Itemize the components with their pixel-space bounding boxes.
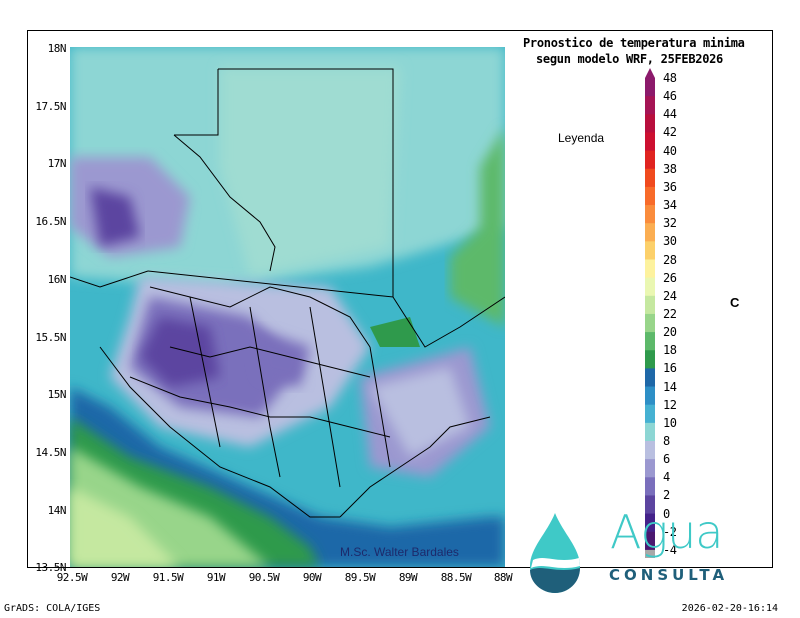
- lon-tick-label: 89W: [398, 571, 418, 584]
- colorbar-swatch: [645, 477, 655, 496]
- colorbar-swatch: [645, 422, 655, 442]
- author-credit: M.Sc. Walter Bardales: [340, 545, 459, 559]
- lat-tick-label: 14N: [47, 504, 67, 517]
- colorbar-tick-label: 40: [663, 143, 677, 158]
- plot-frame: [27, 30, 773, 568]
- colorbar-tick-label: 4: [663, 470, 670, 485]
- colorbar-tick-label: 8: [663, 434, 670, 448]
- lon-tick-label: 90.5W: [248, 571, 280, 584]
- colorbar-swatch: [645, 78, 655, 97]
- lat-tick-label: 14.5N: [35, 446, 66, 459]
- lon-tick-label: 88W: [493, 571, 513, 584]
- colorbar-tick-label: 48: [663, 71, 677, 85]
- logo-subtitle: CONSULTA: [609, 566, 729, 584]
- colorbar-swatch: [645, 513, 655, 533]
- colorbar: [645, 68, 655, 558]
- colorbar-tick-label: 30: [663, 234, 677, 249]
- colorbar-swatch: [645, 186, 655, 206]
- colorbar-swatch: [645, 459, 655, 478]
- colorbar-swatch: [645, 241, 655, 260]
- lat-tick-label: 16N: [47, 273, 67, 286]
- lat-tick-label: 15N: [47, 388, 67, 401]
- colorbar-tick-label: 14: [663, 379, 677, 394]
- lat-tick-label: 13.5N: [35, 561, 66, 574]
- colorbar-tick-label: 10: [663, 415, 677, 430]
- chart-title: Pronostico de temperatura minima: [523, 36, 745, 50]
- logo-wordmark: Agua: [610, 505, 723, 559]
- colorbar-swatch: [645, 332, 655, 351]
- colorbar-tick-label: 44: [663, 107, 677, 122]
- lat-tick-label: 18N: [47, 42, 67, 55]
- colorbar-tick-label: 46: [663, 89, 677, 104]
- colorbar-swatch: [645, 259, 655, 279]
- lat-tick-label: 16.5N: [35, 215, 66, 228]
- unit-label: C: [730, 295, 740, 310]
- colorbar-tick-label: 24: [663, 288, 677, 303]
- colorbar-tick-label: -2: [663, 524, 677, 539]
- lon-tick-label: 88.5W: [440, 571, 472, 584]
- lat-tick-label: 15.5N: [35, 331, 66, 344]
- colorbar-swatch: [645, 368, 655, 388]
- lon-tick-label: 89.5W: [344, 571, 376, 584]
- colorbar-swatch: [645, 386, 655, 406]
- colorbar-swatch: [645, 295, 655, 315]
- colorbar-tick-label: 22: [663, 306, 677, 321]
- lat-tick-label: 17.5N: [35, 100, 66, 113]
- colorbar-tick-label: 20: [663, 325, 677, 340]
- colorbar-tick-label: 18: [663, 343, 677, 358]
- colorbar-tick-label: 36: [663, 179, 677, 194]
- footer-right: 2026-02-20-16:14: [681, 603, 778, 614]
- colorbar-tick-label: 16: [663, 361, 677, 376]
- lon-tick-label: 91.5W: [152, 571, 184, 584]
- colorbar-swatch: [645, 277, 655, 297]
- colorbar-tick-label: 28: [663, 252, 677, 267]
- colorbar-swatch: [645, 114, 655, 133]
- colorbar-tick-label: 0: [663, 506, 670, 521]
- colorbar-swatch: [645, 313, 655, 333]
- colorbar-swatch: [645, 404, 655, 424]
- logo-drop-icon: [530, 513, 580, 593]
- colorbar-swatch: [645, 549, 655, 558]
- legend-label: Leyenda: [558, 131, 605, 145]
- colorbar-tick-label: 32: [663, 216, 677, 231]
- colorbar-swatch: [645, 96, 655, 115]
- colorbar-tick-label: 42: [663, 125, 677, 140]
- colorbar-swatch: [645, 223, 655, 242]
- lon-tick-label: 92.5W: [56, 571, 88, 584]
- colorbar-tick-label: 34: [663, 198, 677, 213]
- chart-subtitle: segun modelo WRF, 25FEB2026: [536, 52, 723, 66]
- colorbar-tick-label: -4: [663, 542, 677, 557]
- lon-tick-label: 91W: [206, 571, 226, 584]
- footer-left: GrADS: COLA/IGES: [4, 603, 101, 614]
- lon-tick-label: 92W: [110, 571, 130, 584]
- colorbar-swatch: [645, 531, 655, 551]
- colorbar-swatch: [645, 132, 655, 152]
- colorbar-max-arrow: [645, 68, 655, 78]
- colorbar-tick-label: 6: [663, 452, 670, 467]
- colorbar-swatch: [645, 168, 655, 188]
- colorbar-swatch: [645, 495, 655, 515]
- colorbar-tick-label: 38: [663, 161, 677, 176]
- temperature-map: [70, 47, 505, 567]
- colorbar-swatch: [645, 441, 655, 460]
- colorbar-tick-label: 12: [663, 397, 677, 412]
- colorbar-swatch: [645, 205, 655, 224]
- colorbar-swatch: [645, 150, 655, 170]
- lat-tick-label: 17N: [47, 157, 67, 170]
- colorbar-tick-label: 26: [663, 270, 677, 285]
- colorbar-tick-label: 2: [663, 488, 670, 503]
- colorbar-swatch: [645, 350, 655, 369]
- lon-tick-label: 90W: [302, 571, 322, 584]
